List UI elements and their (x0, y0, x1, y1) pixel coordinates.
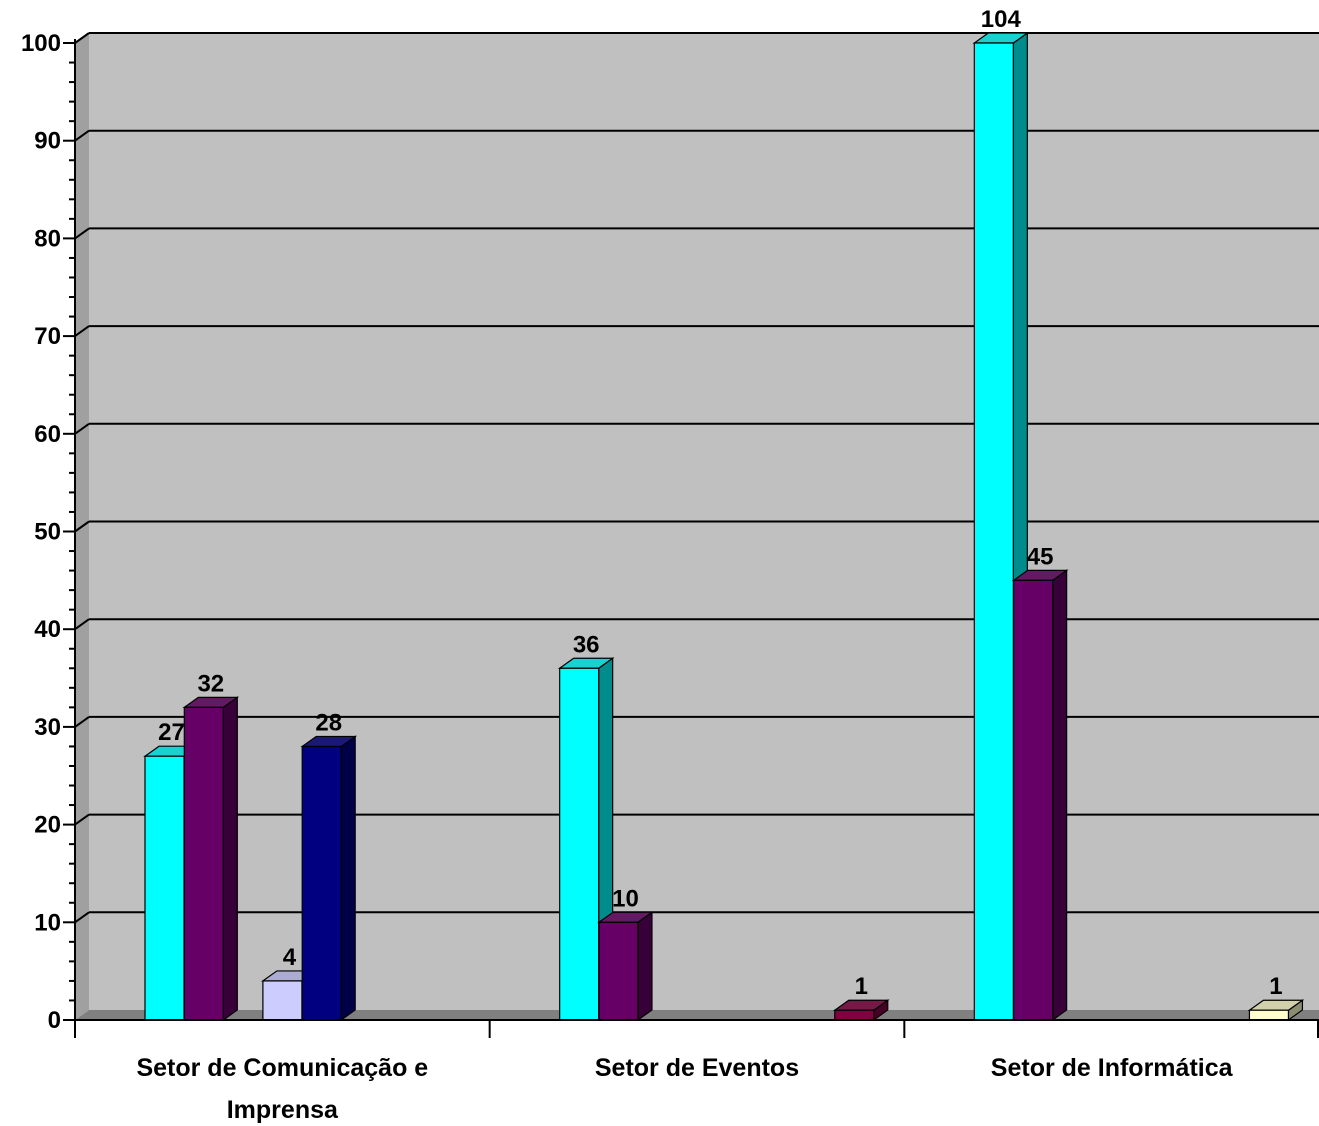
bar-front (262, 980, 303, 1021)
bar-side (340, 735, 356, 1022)
gridline-side (74, 520, 90, 533)
bars (143, 31, 1305, 1022)
gridline-side (74, 911, 90, 924)
category-label: Setor de Eventos (595, 1054, 799, 1082)
data-labels: 27 32 4 28 36 10 1 104 45 1 (158, 6, 1282, 1000)
y-tick-label: 90 (34, 128, 61, 155)
y-tick-label: 0 (48, 1007, 61, 1034)
bar-front (1013, 579, 1054, 1021)
bar-front (301, 745, 342, 1021)
bar (300, 735, 358, 1022)
gridline-side (74, 227, 90, 240)
bar-side (637, 911, 653, 1022)
bar-front (144, 755, 185, 1021)
bar (182, 696, 240, 1022)
y-tick-label: 60 (34, 421, 61, 448)
gridline-side (74, 813, 90, 826)
data-label: 1 (855, 973, 868, 1000)
bar-side (1052, 569, 1068, 1022)
gridline-side (74, 618, 90, 631)
category-label: Imprensa (227, 1096, 339, 1124)
y-tick-label: 20 (34, 812, 61, 839)
gridline-side (74, 422, 90, 435)
plot-area (75, 33, 1319, 1020)
data-label: 10 (612, 885, 639, 912)
y-tick-label: 80 (34, 225, 61, 252)
gridlines (74, 32, 1319, 924)
y-tick-label: 30 (34, 714, 61, 741)
bar (597, 911, 654, 1022)
bar (1011, 569, 1069, 1022)
gridline-side (74, 32, 90, 44)
bar-front (834, 1009, 875, 1021)
data-label: 104 (981, 6, 1022, 33)
y-tick-label: 50 (34, 519, 61, 546)
bar-front (1248, 1009, 1290, 1021)
data-label: 45 (1027, 543, 1054, 570)
y-tick-label: 40 (34, 616, 61, 643)
gridline-side (74, 716, 90, 728)
data-label: 28 (315, 709, 342, 736)
bar-front (559, 667, 600, 1021)
data-label: 27 (158, 719, 185, 746)
y-axis: 0 10 20 30 40 50 60 70 80 90 100 (21, 30, 76, 1034)
y-tick-label: 100 (21, 30, 61, 57)
bar-side (222, 696, 238, 1022)
data-label: 1 (1269, 973, 1282, 1000)
data-label: 32 (197, 670, 224, 697)
bar-front (183, 706, 224, 1021)
floor (75, 1010, 1319, 1020)
bar (832, 999, 890, 1022)
y-tick-label: 70 (34, 323, 61, 350)
category-label: Setor de Comunicação e (136, 1054, 428, 1082)
category-label: Setor de Informática (991, 1054, 1234, 1082)
gridline-side (74, 129, 90, 142)
bar-front (598, 921, 639, 1021)
bar-front (973, 42, 1014, 1021)
data-label: 4 (283, 944, 297, 971)
gridline-side (74, 325, 90, 337)
data-label: 36 (573, 631, 600, 658)
y-tick-label: 10 (34, 909, 61, 936)
x-axis: Setor de Comunicação e Imprensa Setor de E… (74, 1019, 1319, 1124)
